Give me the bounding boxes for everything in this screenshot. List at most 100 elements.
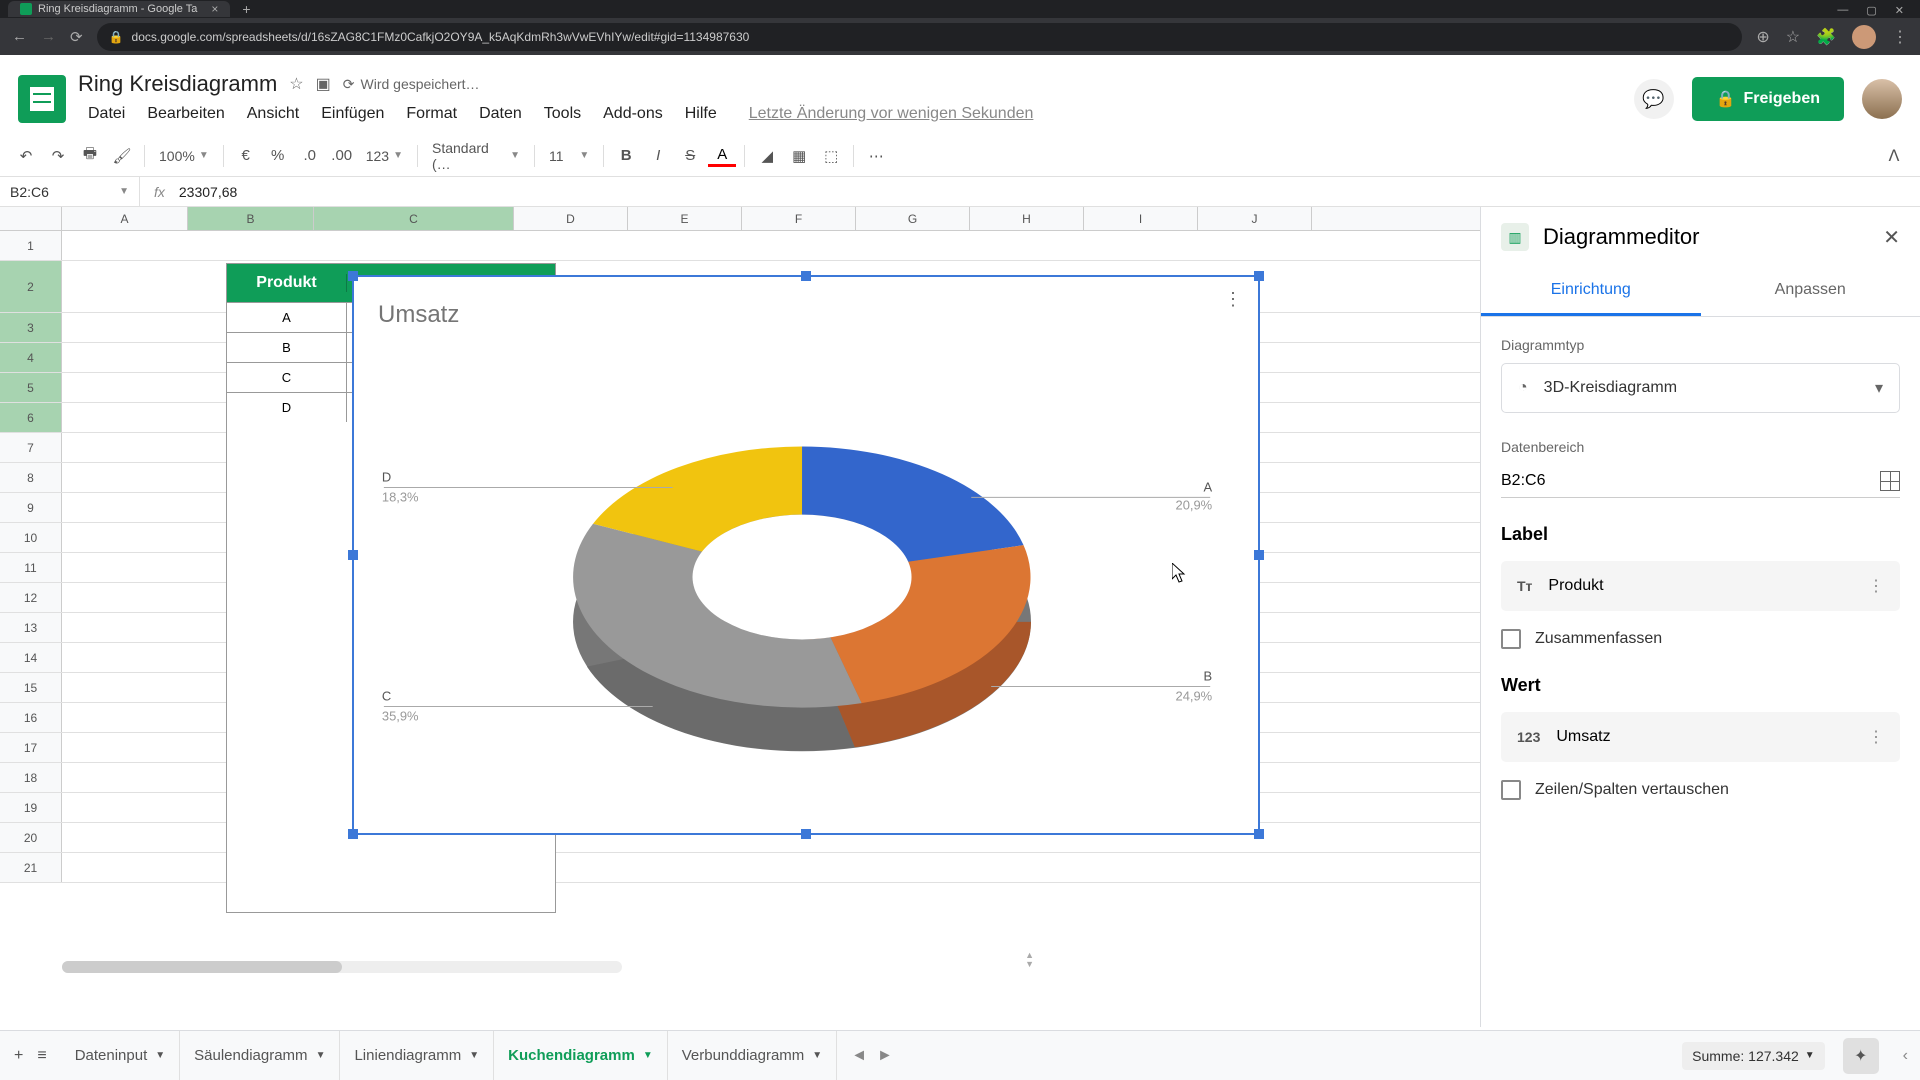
switch-checkbox[interactable]: Zeilen/Spalten vertauschen <box>1501 780 1900 800</box>
menu-view[interactable]: Ansicht <box>237 101 309 127</box>
select-all-corner[interactable] <box>0 207 62 230</box>
col-header[interactable]: C <box>314 207 514 230</box>
menu-addons[interactable]: Add-ons <box>593 101 673 127</box>
increase-decimal-button[interactable]: .00 <box>328 142 356 170</box>
paint-format-button[interactable]: 🖌 <box>108 142 136 170</box>
font-select[interactable]: Standard (…▼ <box>426 140 526 172</box>
account-avatar[interactable] <box>1862 79 1902 119</box>
menu-data[interactable]: Daten <box>469 101 532 127</box>
kebab-icon[interactable]: ⋮ <box>1868 727 1884 747</box>
new-tab-button[interactable]: + <box>242 1 250 17</box>
row-header[interactable]: 20 <box>0 823 62 852</box>
profile-avatar[interactable] <box>1852 25 1876 49</box>
sheet-nav-left[interactable]: ◄ <box>851 1047 867 1065</box>
row-header[interactable]: 17 <box>0 733 62 762</box>
resize-handle[interactable] <box>801 271 811 281</box>
chart-type-select[interactable]: ◔ 3D-Kreisdiagramm ▾ <box>1501 363 1900 413</box>
bold-button[interactable]: B <box>612 142 640 170</box>
zoom-select[interactable]: 100%▼ <box>153 148 215 164</box>
decrease-decimal-button[interactable]: .0 <box>296 142 324 170</box>
col-header[interactable]: E <box>628 207 742 230</box>
kebab-icon[interactable]: ⋮ <box>1892 27 1908 47</box>
aggregate-checkbox[interactable]: Zusammenfassen <box>1501 629 1900 649</box>
star-icon[interactable]: ☆ <box>289 74 303 94</box>
col-header[interactable]: B <box>188 207 314 230</box>
menu-tools[interactable]: Tools <box>534 101 591 127</box>
tab-close-icon[interactable]: × <box>211 2 218 16</box>
row-header[interactable]: 7 <box>0 433 62 462</box>
row-header[interactable]: 5 <box>0 373 62 402</box>
col-header[interactable]: D <box>514 207 628 230</box>
kebab-icon[interactable]: ⋮ <box>1868 576 1884 596</box>
more-button[interactable]: ⋯ <box>862 142 890 170</box>
row-header[interactable]: 2 <box>0 261 62 312</box>
sheet-nav-right[interactable]: ► <box>877 1047 893 1065</box>
print-button[interactable]: 🖶 <box>76 142 104 170</box>
percent-button[interactable]: % <box>264 142 292 170</box>
add-sheet-button[interactable]: + <box>14 1047 23 1065</box>
row-header[interactable]: 12 <box>0 583 62 612</box>
row-header[interactable]: 8 <box>0 463 62 492</box>
chart-menu-icon[interactable]: ⋮ <box>1224 289 1242 310</box>
menu-help[interactable]: Hilfe <box>675 101 727 127</box>
menu-format[interactable]: Format <box>396 101 467 127</box>
font-size-select[interactable]: 11 ▼ <box>543 148 595 164</box>
strike-button[interactable]: S <box>676 142 704 170</box>
minimize-icon[interactable]: — <box>1837 4 1848 17</box>
row-header[interactable]: 3 <box>0 313 62 342</box>
col-header[interactable]: A <box>62 207 188 230</box>
row-header[interactable]: 13 <box>0 613 62 642</box>
resize-handle[interactable] <box>801 829 811 839</box>
zoom-icon[interactable]: ⊕ <box>1756 27 1769 47</box>
close-sidebar-button[interactable]: ✕ <box>1883 225 1900 250</box>
value-chip[interactable]: 123 Umsatz ⋮ <box>1501 712 1900 762</box>
explore-button[interactable]: ✦ <box>1843 1038 1879 1074</box>
col-header[interactable]: F <box>742 207 856 230</box>
row-header[interactable]: 15 <box>0 673 62 702</box>
range-input[interactable] <box>1501 472 1880 490</box>
sheet-tab[interactable]: Dateninput▼ <box>61 1031 180 1080</box>
fill-color-button[interactable]: ◢ <box>753 142 781 170</box>
label-chip[interactable]: Tᴛ Produkt ⋮ <box>1501 561 1900 611</box>
share-button[interactable]: 🔒 Freigeben <box>1692 77 1844 121</box>
horizontal-scrollbar[interactable] <box>62 961 622 973</box>
row-header[interactable]: 11 <box>0 553 62 582</box>
extensions-icon[interactable]: 🧩 <box>1816 27 1836 47</box>
borders-button[interactable]: ▦ <box>785 142 813 170</box>
sheet-tab[interactable]: Kuchendiagramm▼ <box>494 1031 668 1080</box>
text-color-button[interactable]: A <box>708 145 736 167</box>
sheet-tab[interactable]: Liniendiagramm▼ <box>340 1031 494 1080</box>
close-icon[interactable]: ✕ <box>1895 4 1904 17</box>
format-select[interactable]: 123▼ <box>360 148 409 164</box>
forward-button[interactable]: → <box>41 28 56 45</box>
row-header[interactable]: 21 <box>0 853 62 882</box>
scroll-arrows[interactable]: ▲▼ <box>1025 951 1034 969</box>
back-button[interactable]: ← <box>12 28 27 45</box>
resize-handle[interactable] <box>1254 829 1264 839</box>
collapse-toolbar-button[interactable]: ᐱ <box>1880 142 1908 170</box>
col-header[interactable]: H <box>970 207 1084 230</box>
last-edit-link[interactable]: Letzte Änderung vor wenigen Sekunden <box>739 101 1044 127</box>
sheets-logo[interactable] <box>18 75 66 123</box>
star-icon[interactable]: ☆ <box>1786 27 1800 47</box>
reload-button[interactable]: ⟳ <box>70 28 83 46</box>
redo-button[interactable]: ↷ <box>44 142 72 170</box>
side-panel-toggle[interactable]: ‹ <box>1891 1047 1920 1065</box>
resize-handle[interactable] <box>348 271 358 281</box>
tab-customize[interactable]: Anpassen <box>1701 267 1920 316</box>
row-header[interactable]: 4 <box>0 343 62 372</box>
currency-button[interactable]: € <box>232 142 260 170</box>
all-sheets-button[interactable]: ≡ <box>37 1047 46 1065</box>
col-header[interactable]: I <box>1084 207 1198 230</box>
row-header[interactable]: 14 <box>0 643 62 672</box>
sheet-tab[interactable]: Verbunddiagramm▼ <box>668 1031 837 1080</box>
resize-handle[interactable] <box>348 829 358 839</box>
formula-value[interactable]: 23307,68 <box>179 184 237 200</box>
col-header[interactable]: G <box>856 207 970 230</box>
row-header[interactable]: 16 <box>0 703 62 732</box>
sheet-tab[interactable]: Säulendiagramm▼ <box>180 1031 340 1080</box>
row-header[interactable]: 18 <box>0 763 62 792</box>
row-header[interactable]: 6 <box>0 403 62 432</box>
undo-button[interactable]: ↶ <box>12 142 40 170</box>
comments-button[interactable]: 💬 <box>1634 79 1674 119</box>
